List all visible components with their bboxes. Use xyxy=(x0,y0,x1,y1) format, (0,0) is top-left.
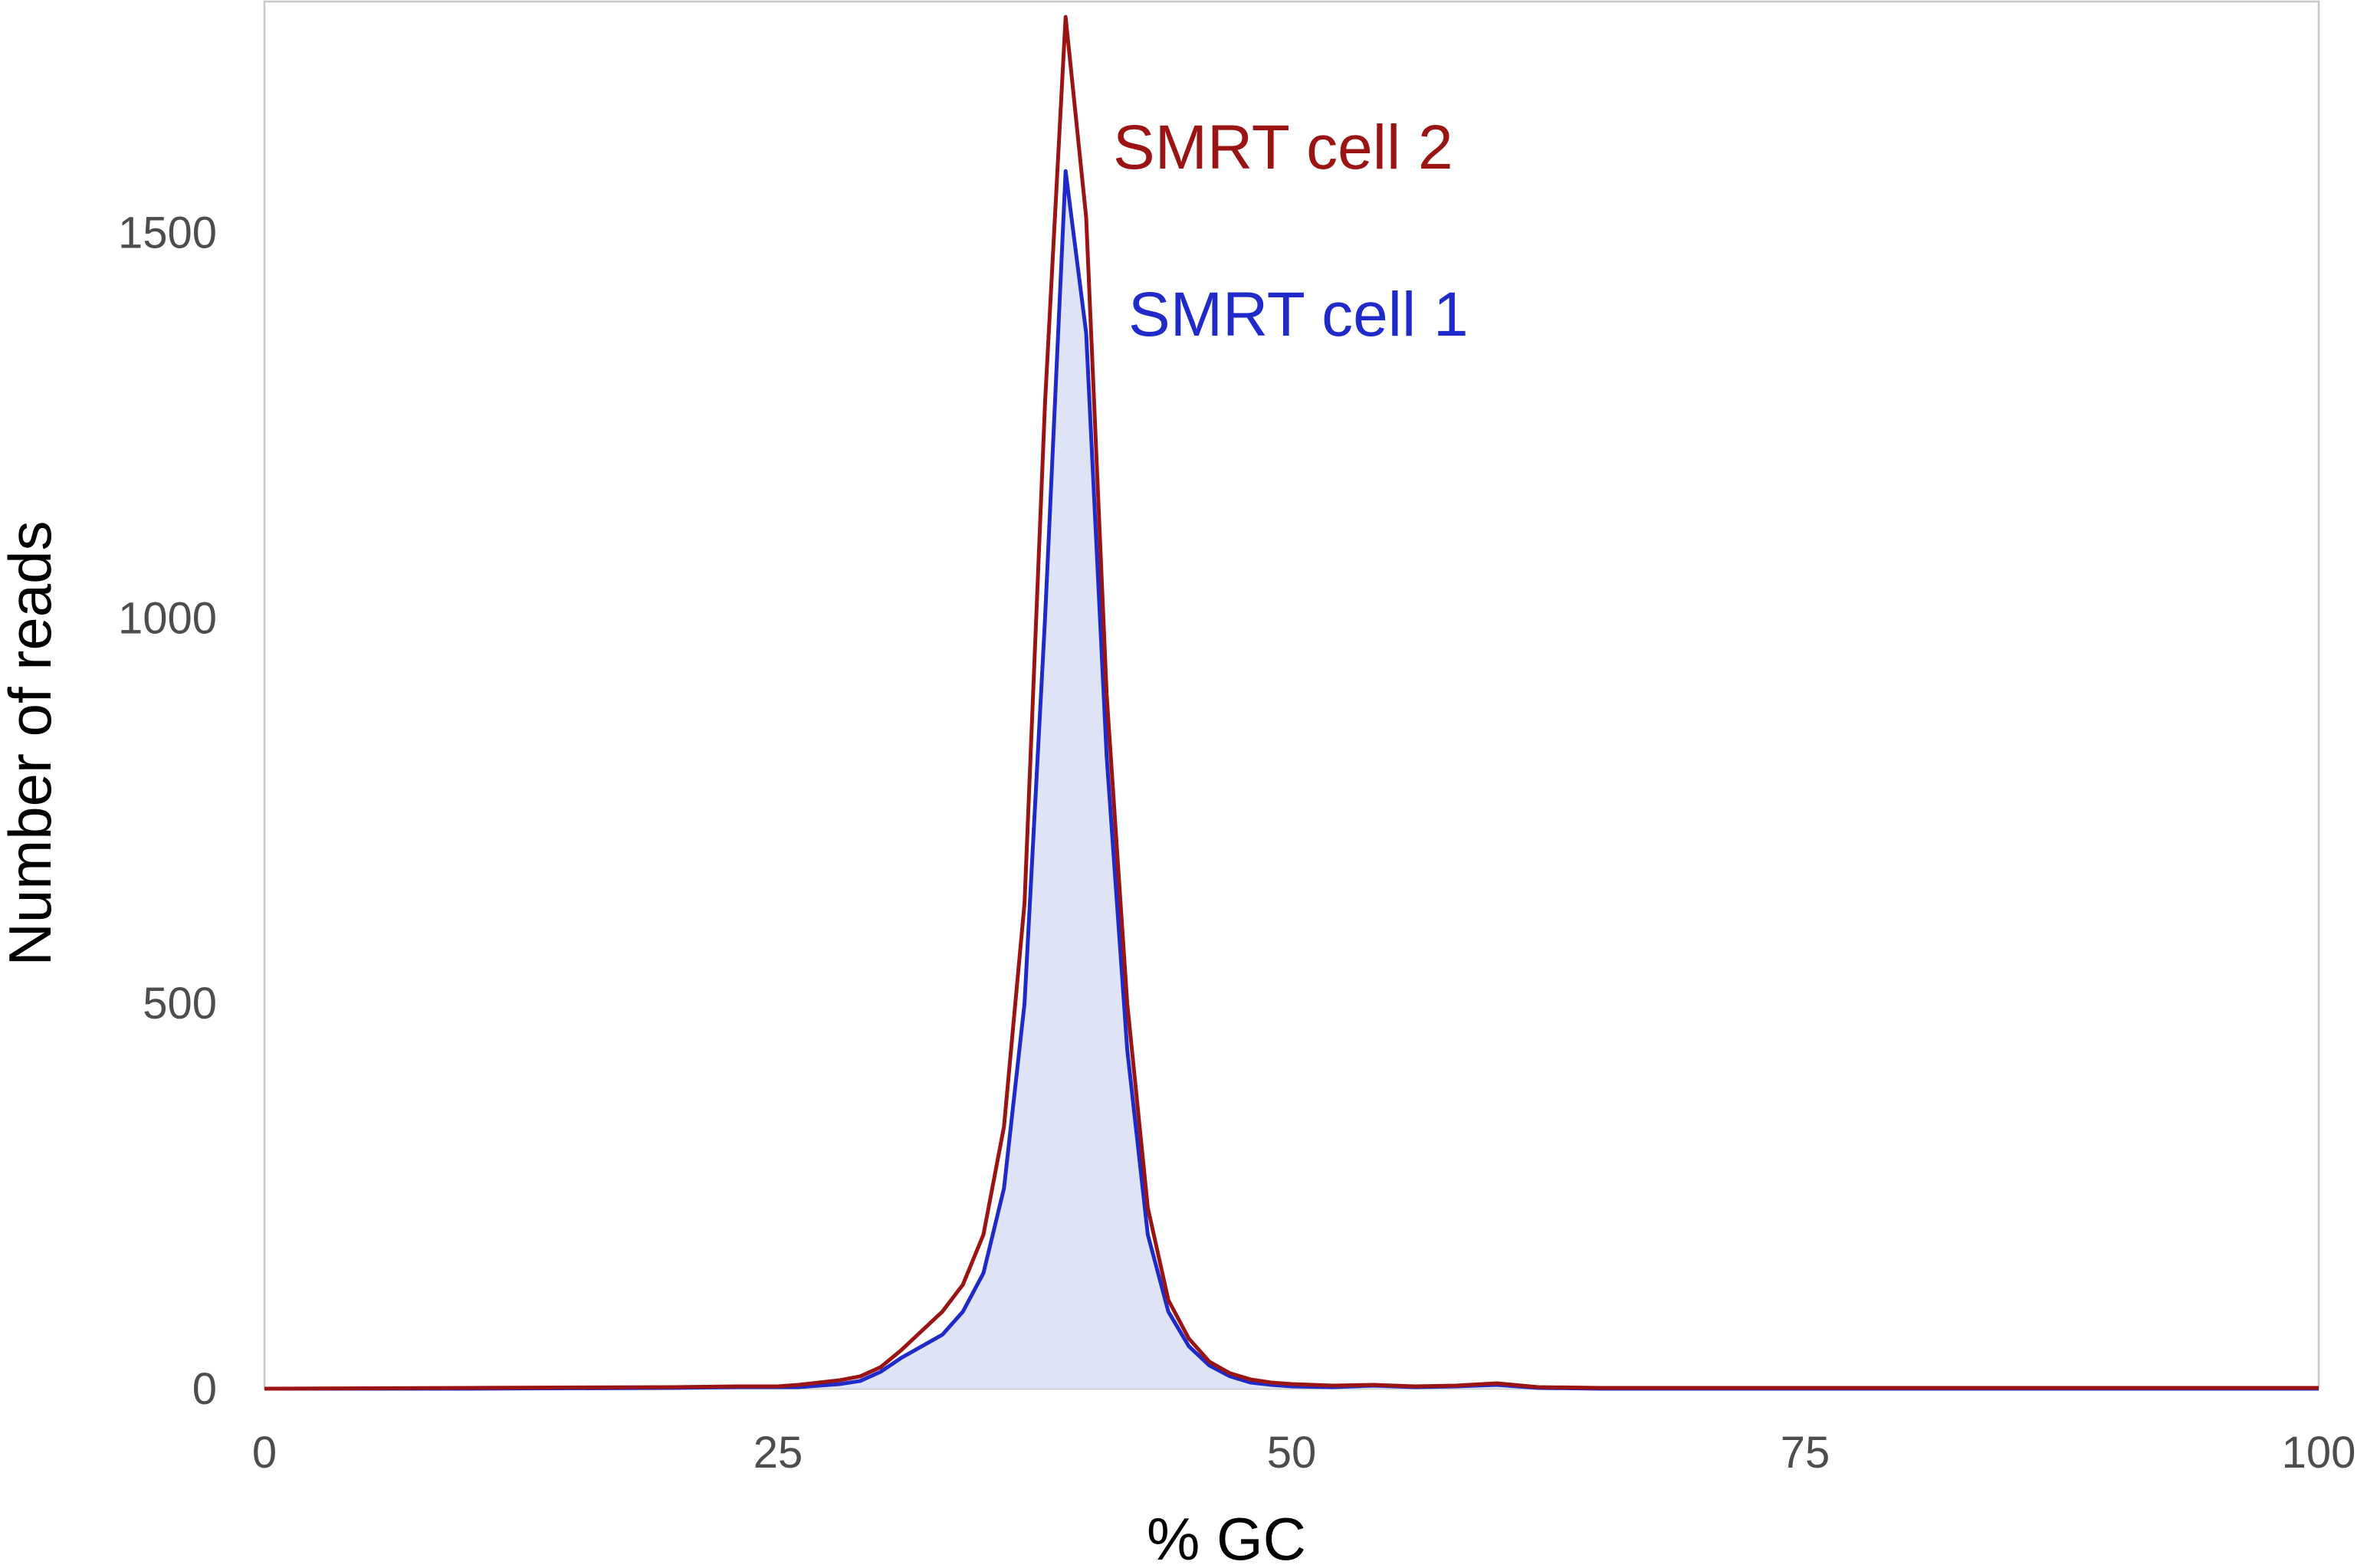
plot-area-frame xyxy=(263,0,2320,1390)
x-tick-label: 50 xyxy=(1267,1428,1317,1478)
x-tick-label: 100 xyxy=(2282,1428,2356,1478)
y-axis-title: Number of reads xyxy=(0,521,64,966)
series-label-2: SMRT cell 2 xyxy=(1113,113,1453,182)
y-tick-label: 1000 xyxy=(118,593,217,643)
series-line-2 xyxy=(264,15,2319,1391)
x-axis-title: % GC xyxy=(1147,1505,1306,1564)
y-tick-label: 1500 xyxy=(118,208,217,258)
y-tick-label: 0 xyxy=(192,1364,217,1414)
x-tick-label: 25 xyxy=(753,1428,803,1478)
x-tick-label: 75 xyxy=(1781,1428,1830,1478)
series-label-1: SMRT cell 1 xyxy=(1128,280,1469,349)
x-tick-label: 0 xyxy=(252,1428,277,1478)
y-tick-label: 500 xyxy=(143,979,217,1028)
